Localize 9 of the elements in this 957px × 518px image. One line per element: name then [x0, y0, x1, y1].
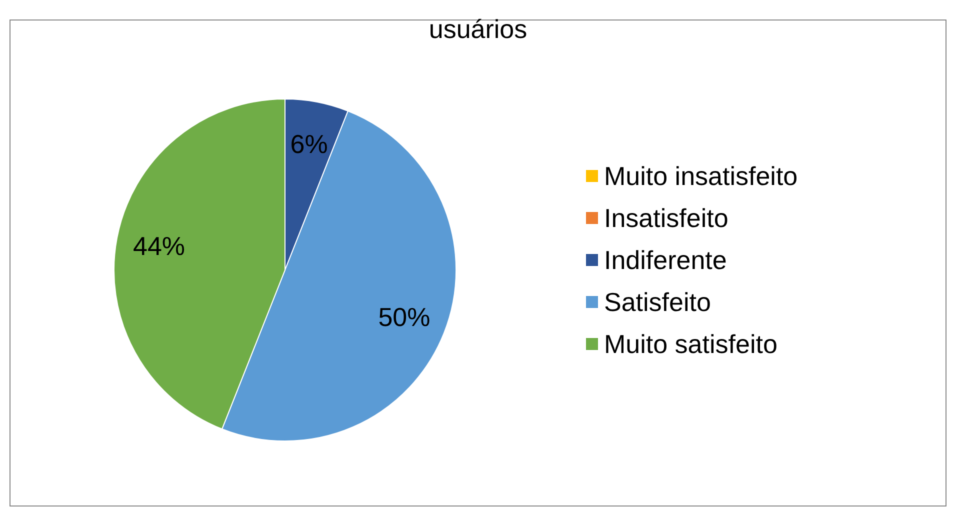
data-label: 50% — [378, 302, 430, 332]
legend-label: Indiferente — [604, 245, 727, 275]
chart-title: usuários — [428, 14, 528, 44]
data-label: 44% — [133, 230, 186, 261]
legend-label: Satisfeito — [604, 287, 711, 317]
legend-label: Insatisfeito — [604, 203, 728, 233]
legend-label: Muito insatisfeito — [604, 161, 798, 191]
data-label: 6% — [290, 129, 328, 160]
legend-label: Muito satisfeito — [604, 329, 778, 359]
